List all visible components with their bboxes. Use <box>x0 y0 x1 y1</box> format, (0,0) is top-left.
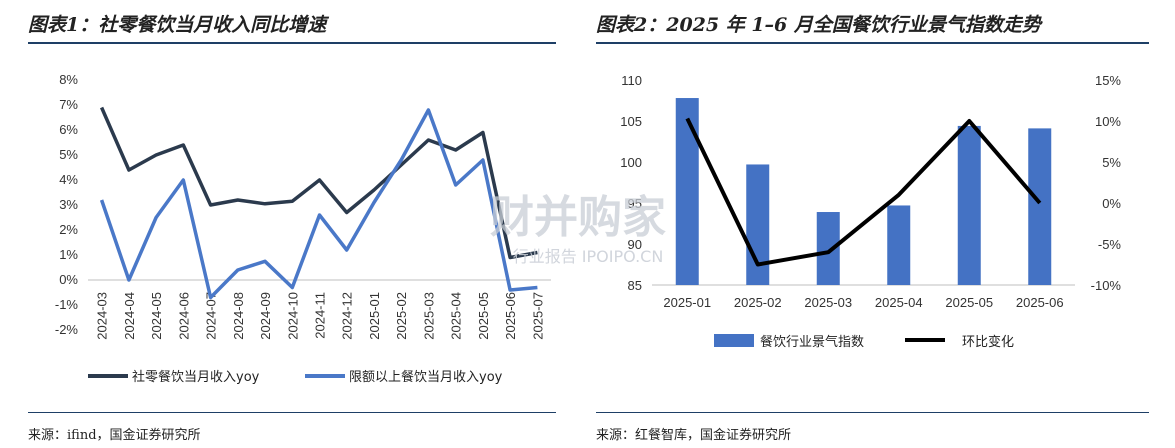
right-source-note: 来源：红餐智库，国金证券研究所 <box>596 428 792 443</box>
right-right-y-tick-label: -10% <box>1091 278 1122 293</box>
left-legend-label-2: 限额以上餐饮当月收入yoy <box>349 369 503 385</box>
right-right-y-tick-label: 10% <box>1095 114 1121 129</box>
right-bar <box>1028 128 1052 285</box>
left-source-note: 来源：ifind，国金证券研究所 <box>28 428 201 443</box>
left-y-tick-label: 1% <box>59 247 78 262</box>
left-y-tick-label: 3% <box>59 197 78 212</box>
right-left-y-tick-label: 105 <box>620 114 642 129</box>
left-y-tick-label: 5% <box>59 147 78 162</box>
left-x-tick-label: 2024-04 <box>122 292 137 340</box>
left-series-line-1 <box>99 106 538 260</box>
left-x-tick-label: 2024-03 <box>95 292 110 340</box>
right-left-y-tick-label: 110 <box>621 73 642 88</box>
right-bar <box>816 212 840 285</box>
right-bar <box>887 205 911 285</box>
watermark-main: 财并购家 <box>490 192 666 243</box>
right-source-rule <box>596 412 1149 413</box>
left-line-chart: 8% 7% 6% 5% 4% 3% 2% 1% 0% -1% -2% 2024-03 2024-04 20… <box>55 72 551 385</box>
right-legend-bar-label: 餐饮行业景气指数 <box>760 334 864 350</box>
right-x-tick-label: 2025-06 <box>1016 295 1064 310</box>
left-x-tick-label: 2025-06 <box>503 292 518 340</box>
left-chart-title: 图表1：社零餐饮当月收入同比增速 <box>28 14 327 36</box>
left-x-tick-label: 2024-12 <box>340 292 355 340</box>
right-title-rule <box>596 42 1149 44</box>
right-legend-line-label: 环比变化 <box>962 334 1014 350</box>
left-title-rule <box>28 42 556 44</box>
right-right-y-tick-label: -5% <box>1098 237 1122 252</box>
left-x-tick-label: 2024-05 <box>149 292 164 340</box>
left-y-tick-label: 8% <box>59 72 78 87</box>
right-left-y-tick-label: 90 <box>628 237 642 252</box>
right-bar <box>746 164 770 285</box>
right-x-tick-label: 2025-03 <box>804 295 852 310</box>
right-x-tick-label: 2025-05 <box>945 295 993 310</box>
right-x-tick-label: 2025-01 <box>663 295 711 310</box>
right-chart-title: 图表2：2025 年 1–6 月全国餐饮行业景气指数走势 <box>596 14 1041 36</box>
left-x-tick-label: 2025-03 <box>421 292 436 340</box>
left-y-tick-label: 4% <box>59 172 78 187</box>
right-x-tick-label: 2025-04 <box>875 295 923 310</box>
right-left-y-tick-label: 95 <box>628 196 642 211</box>
left-y-tick-label: 0% <box>59 272 78 287</box>
left-x-tick-label: 2024-09 <box>258 292 273 340</box>
left-y-tick-label: -2% <box>55 322 79 337</box>
left-x-tick-label: 2024-11 <box>313 292 328 339</box>
right-change-line <box>685 117 1042 267</box>
left-x-tick-label: 2025-07 <box>530 292 545 340</box>
right-right-y-tick-label: 0% <box>1102 196 1121 211</box>
left-x-tick-label: 2025-04 <box>449 292 464 340</box>
right-left-y-tick-label: 100 <box>620 155 642 170</box>
right-legend-bar-swatch <box>714 334 754 347</box>
right-left-y-tick-label: 85 <box>628 278 642 293</box>
left-y-tick-label: 7% <box>59 97 78 112</box>
left-x-tick-label: 2024-08 <box>231 292 246 340</box>
right-right-y-tick-label: 15% <box>1095 73 1121 88</box>
left-x-tick-label: 2024-06 <box>176 292 191 340</box>
left-x-tick-label: 2025-05 <box>476 292 491 340</box>
left-source-rule <box>28 412 556 413</box>
right-bar <box>957 125 981 285</box>
left-legend-label-1: 社零餐饮当月收入yoy <box>132 369 260 385</box>
right-bar-line-chart: 110 105 100 95 90 85 15% 10% 5% 0% -5% -10% 2025-01 2… <box>620 73 1121 350</box>
left-y-tick-label: 2% <box>59 222 78 237</box>
left-x-tick-label: 2025-02 <box>394 292 409 340</box>
right-bar <box>675 98 699 285</box>
watermark: 财并购家 行业报告 IPOIPO.CN <box>490 192 666 266</box>
left-x-tick-label: 2024-07 <box>204 292 219 340</box>
watermark-sub: 行业报告 IPOIPO.CN <box>513 247 664 266</box>
right-right-y-tick-label: 5% <box>1102 155 1121 170</box>
left-x-tick-label: 2025-01 <box>367 292 382 340</box>
left-series-line-2 <box>99 108 538 300</box>
left-x-tick-label: 2024-10 <box>285 292 300 340</box>
left-y-tick-label: -1% <box>55 297 79 312</box>
left-y-tick-label: 6% <box>59 122 78 137</box>
right-x-tick-label: 2025-02 <box>734 295 782 310</box>
